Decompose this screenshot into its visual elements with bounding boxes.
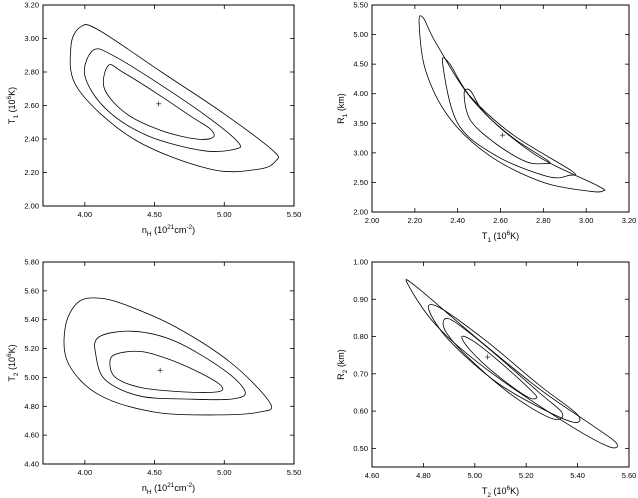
x-tick-label: 5.00	[217, 210, 232, 219]
y-tick-label: 4.00	[353, 89, 368, 98]
confidence-contour	[441, 57, 577, 179]
best-fit-marker	[485, 354, 491, 360]
x-tick-label: 3.00	[579, 216, 594, 225]
confidence-contour	[418, 15, 606, 193]
y-tick-label: 2.50	[353, 178, 368, 187]
y-tick-label: 5.20	[24, 344, 39, 353]
x-tick-label: 5.60	[622, 471, 637, 480]
plot-frame	[42, 4, 295, 207]
y-tick-label: 5.60	[24, 286, 39, 295]
y-tick-label: 3.50	[353, 119, 368, 128]
confidence-contour	[405, 279, 618, 449]
y-axis-label: T1 (106K)	[6, 87, 20, 124]
y-tick-label: 2.80	[24, 68, 39, 77]
x-tick-label: 4.80	[416, 471, 431, 480]
x-axis-label: nH (1021cm-2)	[142, 482, 195, 496]
x-tick-label: 5.50	[287, 468, 302, 477]
best-fit-marker	[156, 101, 162, 107]
plot-frame	[42, 261, 295, 465]
confidence-contour	[102, 64, 215, 140]
y-tick-label: 5.50	[353, 1, 368, 10]
y-axis-label: T2 (106K)	[6, 344, 20, 381]
y-tick-label: 1.00	[353, 258, 368, 267]
y-tick-label: 4.40	[24, 460, 39, 469]
confidence-contour	[83, 48, 242, 153]
y-tick-label: 2.00	[24, 202, 39, 211]
y-tick-label: 4.50	[353, 60, 368, 69]
x-tick-label: 5.00	[217, 468, 232, 477]
y-tick-label: 0.70	[353, 369, 368, 378]
y-tick-label: 0.80	[353, 332, 368, 341]
x-tick-label: 4.00	[78, 210, 93, 219]
chart-panel: 4.00 4.50 5.00 5.50 4.40 4.60 4.80 5.00 5.20 5.40…	[6, 258, 301, 497]
x-tick-label: 2.60	[493, 216, 508, 225]
y-tick-label: 5.80	[24, 258, 39, 267]
plot-frame	[371, 261, 630, 468]
confidence-contour	[461, 335, 538, 400]
y-tick-label: 3.00	[353, 148, 368, 157]
x-tick-label: 5.20	[519, 471, 534, 480]
y-tick-label: 2.20	[24, 168, 39, 177]
x-tick-label: 4.60	[365, 471, 380, 480]
x-tick-label: 2.20	[408, 216, 423, 225]
x-tick-label: 2.80	[536, 216, 551, 225]
x-tick-label: 5.00	[467, 471, 482, 480]
plot-frame	[371, 4, 630, 213]
y-tick-label: 2.60	[24, 101, 39, 110]
y-tick-label: 3.20	[24, 1, 39, 10]
best-fit-marker	[157, 367, 163, 373]
y-tick-label: 2.00	[353, 208, 368, 217]
x-axis-label: T2 (106K)	[482, 485, 519, 498]
y-tick-label: 0.90	[353, 295, 368, 304]
confidence-contour	[427, 304, 581, 423]
y-axis-label: R1 (km)	[336, 93, 349, 124]
confidence-contour	[442, 317, 564, 420]
x-tick-label: 3.20	[622, 216, 637, 225]
chart-panel: 2.00 2.20 2.40 2.60 2.80 3.00 3.20 2.00 2.50 3.00…	[336, 1, 636, 245]
y-tick-label: 4.80	[24, 402, 39, 411]
x-tick-label: 2.40	[450, 216, 465, 225]
y-tick-label: 5.00	[353, 30, 368, 39]
x-axis-label: nH (1021cm-2)	[142, 224, 195, 238]
confidence-contour	[109, 350, 224, 393]
confidence-contour	[63, 297, 273, 416]
best-fit-marker	[500, 132, 506, 138]
x-tick-label: 4.00	[78, 468, 93, 477]
y-tick-label: 4.60	[24, 431, 39, 440]
x-tick-label: 4.50	[147, 468, 162, 477]
y-tick-label: 2.40	[24, 135, 39, 144]
chart-panel: 4.60 4.80 5.00 5.20 5.40 5.60 0.50 0.60 0.70 0.80…	[336, 258, 636, 498]
y-tick-label: 5.00	[24, 373, 39, 382]
x-tick-label: 5.50	[287, 210, 302, 219]
x-tick-label: 4.50	[147, 210, 162, 219]
chart-panel: 4.00 4.50 5.00 5.50 2.00 2.20 2.40 2.60 2.80 3.00…	[6, 1, 301, 239]
confidence-contour	[463, 88, 551, 165]
x-axis-label: T1 (106K)	[482, 230, 519, 244]
y-tick-label: 5.40	[24, 315, 39, 324]
y-tick-label: 3.00	[24, 34, 39, 43]
y-tick-label: 0.50	[353, 444, 368, 453]
x-tick-label: 5.40	[570, 471, 585, 480]
y-tick-label: 0.60	[353, 407, 368, 416]
x-tick-label: 2.00	[365, 216, 380, 225]
confidence-contour	[69, 24, 279, 173]
confidence-contour	[94, 330, 246, 401]
y-axis-label: R2 (km)	[336, 349, 349, 380]
